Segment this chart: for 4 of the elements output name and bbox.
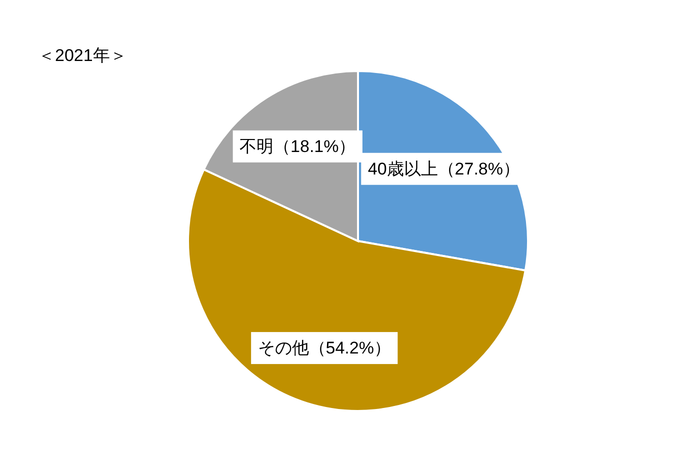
slice-label: 40歳以上（27.8%）: [368, 159, 520, 178]
slice-label: 不明（18.1%）: [240, 136, 356, 156]
slice-label: その他（54.2%）: [258, 338, 391, 358]
chart-title: ＜2021年＞: [38, 45, 127, 67]
